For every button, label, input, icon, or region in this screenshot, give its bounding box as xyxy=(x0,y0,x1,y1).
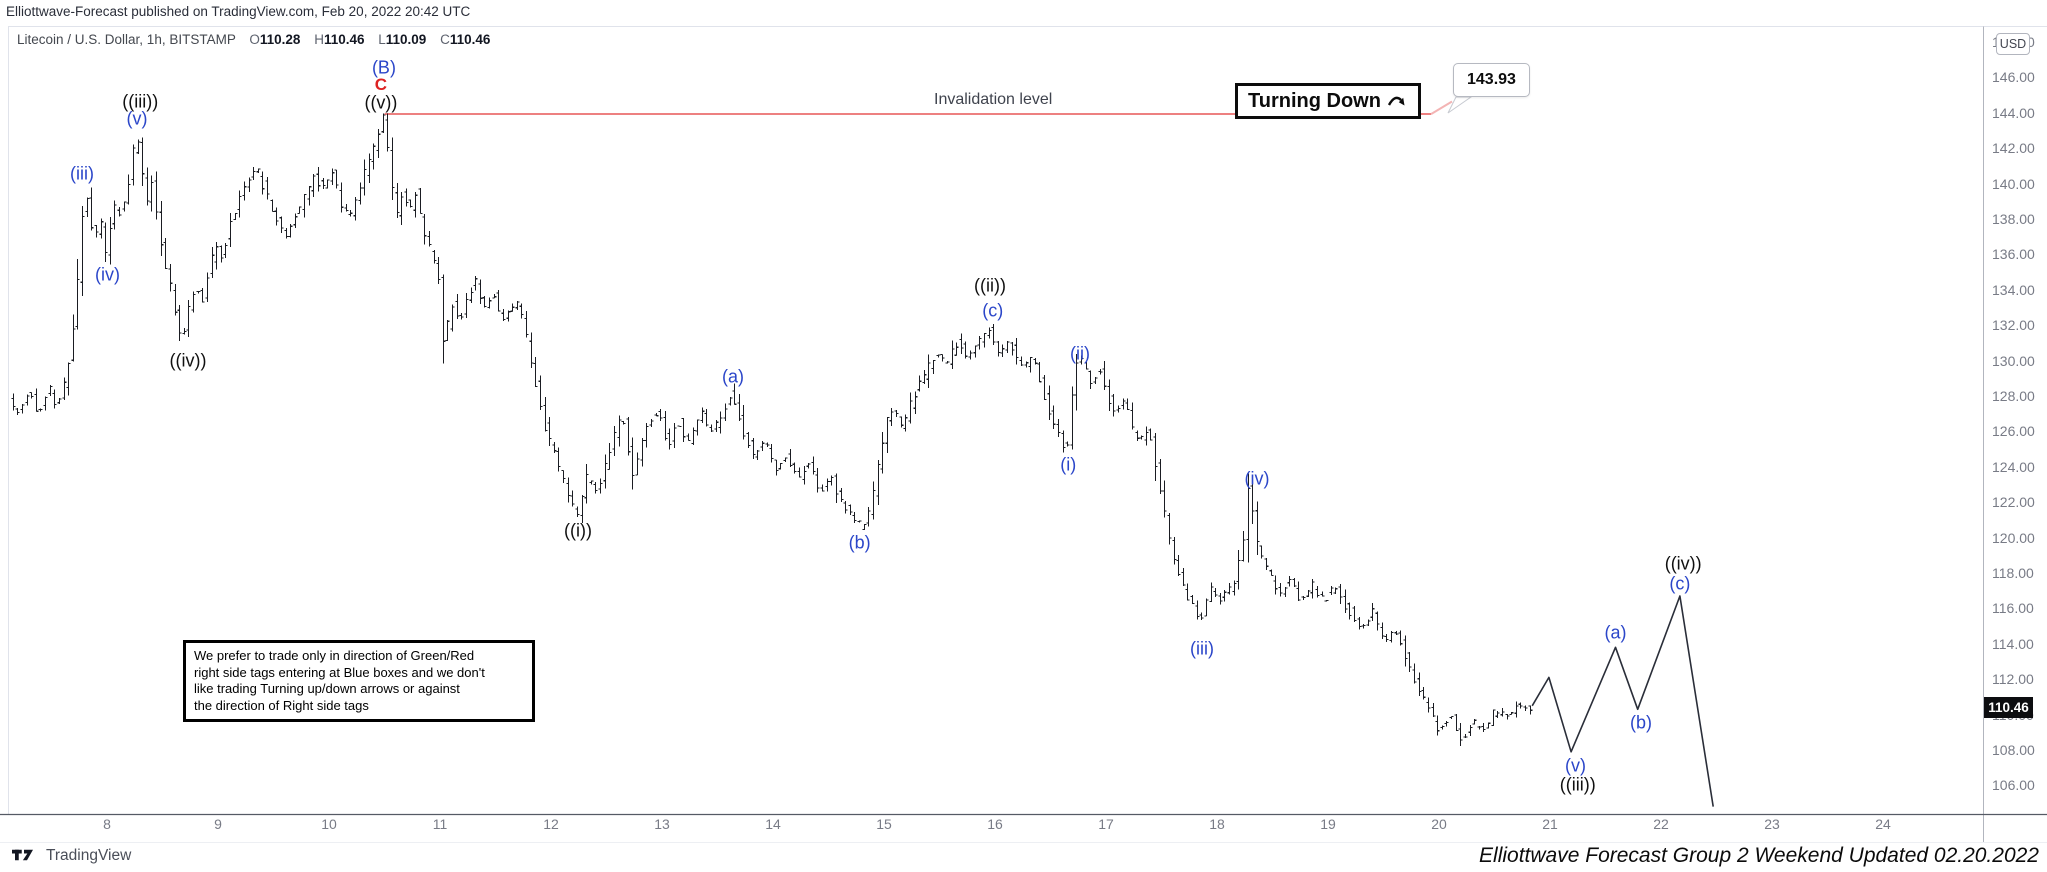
price-tick-label: 146.00 xyxy=(1992,69,2035,86)
wave-label: (iv) xyxy=(1244,468,1270,489)
wave-label: (a) xyxy=(1604,622,1627,643)
time-tick-label: 23 xyxy=(1764,816,1780,832)
wave-label: (b) xyxy=(848,532,871,553)
forecast-credit-text: Elliottwave Forecast Group 2 Weekend Upd… xyxy=(1479,844,2039,867)
time-tick-label: 9 xyxy=(214,816,222,832)
invalidation-line-pointer xyxy=(1430,100,1453,115)
wave-label: (a) xyxy=(722,366,745,387)
price-tick-label: 142.00 xyxy=(1992,140,2035,157)
time-tick-label: 12 xyxy=(543,816,559,832)
close-label: C xyxy=(440,32,450,47)
wave-label: (v) xyxy=(1565,755,1587,776)
price-tick-label: 128.00 xyxy=(1992,388,2035,404)
tradingview-logo-text: TradingView xyxy=(46,847,132,864)
wave-label: ((i)) xyxy=(563,520,592,541)
time-tick-label: 15 xyxy=(876,816,892,832)
price-tick-label: 126.00 xyxy=(1992,423,2035,440)
price-tick-label: 134.00 xyxy=(1992,281,2035,298)
price-tick-label: 136.00 xyxy=(1992,246,2035,263)
symbol-title: Litecoin / U.S. Dollar, 1h, BITSTAMP xyxy=(17,32,236,47)
price-tick-label: 132.00 xyxy=(1992,317,2035,334)
wave-label: (c) xyxy=(982,300,1004,321)
wave-label: ((iii)) xyxy=(1559,774,1596,795)
publish-attribution: Elliottwave-Forecast published on Tradin… xyxy=(6,4,471,19)
tradingview-logo[interactable]: TradingView xyxy=(12,847,131,865)
wave-label: ((v)) xyxy=(364,92,398,113)
price-tick-label: 124.00 xyxy=(1992,458,2035,475)
time-tick-label: 16 xyxy=(987,816,1003,832)
price-tick-label: 120.00 xyxy=(1992,529,2035,546)
forecast-zigzag-line[interactable] xyxy=(1531,595,1714,807)
high-value: 110.46 xyxy=(323,32,365,47)
wave-label: ((ii)) xyxy=(974,275,1006,296)
wave-label: ((iii)) xyxy=(122,91,159,112)
wave-label: (i) xyxy=(1060,454,1077,475)
invalidation-level-text: Invalidation level xyxy=(934,91,1053,108)
low-value: 110.09 xyxy=(385,32,427,47)
price-tick-label: 140.00 xyxy=(1992,175,2035,192)
price-tick-label: 114.00 xyxy=(1992,635,2034,652)
wave-label: (iv) xyxy=(95,264,121,285)
time-tick-label: 14 xyxy=(765,816,781,832)
time-tick-label: 11 xyxy=(432,816,448,832)
time-tick-label: 21 xyxy=(1542,816,1558,832)
time-tick-label: 24 xyxy=(1875,816,1891,832)
price-tick-label: 118.00 xyxy=(1992,565,2034,581)
curved-down-arrow-icon xyxy=(1387,96,1405,106)
symbol-legend: Litecoin / U.S. Dollar, 1h, BITSTAMP O11… xyxy=(17,32,490,47)
turning-down-callout: Turning Down xyxy=(1235,83,1421,119)
ohlc-bars xyxy=(11,113,1533,746)
last-price-badge: 110.46 xyxy=(1984,697,2033,718)
price-tick-label: 138.00 xyxy=(1992,211,2035,227)
currency-toggle-button[interactable]: USD xyxy=(1996,33,2030,55)
turning-down-label: Turning Down xyxy=(1248,89,1381,112)
price-level-callout: 143.93 xyxy=(1453,63,1530,97)
price-callout-tail xyxy=(1447,96,1473,114)
wave-label: (b) xyxy=(1630,712,1653,733)
wave-label: C xyxy=(374,75,388,95)
price-tick-label: 144.00 xyxy=(1992,104,2035,121)
price-tick-label: 112.00 xyxy=(1992,671,2034,688)
price-tick-label: 130.00 xyxy=(1992,352,2035,369)
wave-label: (iii) xyxy=(70,163,95,184)
time-tick-label: 17 xyxy=(1098,816,1114,832)
wave-label: (B) xyxy=(371,57,396,78)
price-tick-label: 106.00 xyxy=(1992,777,2035,794)
open-label: O xyxy=(249,32,260,47)
wave-label: (v) xyxy=(126,108,148,129)
time-tick-label: 13 xyxy=(654,816,670,832)
trading-note-box: We prefer to trade only in direction of … xyxy=(183,640,535,722)
tradingview-logo-icon xyxy=(12,849,33,860)
close-value: 110.46 xyxy=(449,32,491,47)
wave-label: ((iv)) xyxy=(1664,553,1702,574)
high-label: H xyxy=(314,32,324,47)
price-tick-label: 108.00 xyxy=(1992,742,2035,758)
open-value: 110.28 xyxy=(259,32,301,47)
wave-label: ((iv)) xyxy=(169,350,207,371)
wave-label: (ii) xyxy=(1070,343,1091,364)
low-label: L xyxy=(378,32,386,47)
wave-label: (iii) xyxy=(1190,638,1214,659)
price-tick-label: 116.00 xyxy=(1992,600,2034,617)
time-tick-label: 19 xyxy=(1320,816,1336,832)
time-tick-label: 8 xyxy=(103,816,111,832)
time-tick-label: 22 xyxy=(1653,816,1669,832)
price-tick-label: 122.00 xyxy=(1992,494,2035,511)
time-tick-label: 20 xyxy=(1431,816,1447,832)
time-tick-label: 18 xyxy=(1209,816,1225,832)
time-tick-label: 10 xyxy=(321,816,337,832)
wave-label: (c) xyxy=(1669,573,1691,594)
